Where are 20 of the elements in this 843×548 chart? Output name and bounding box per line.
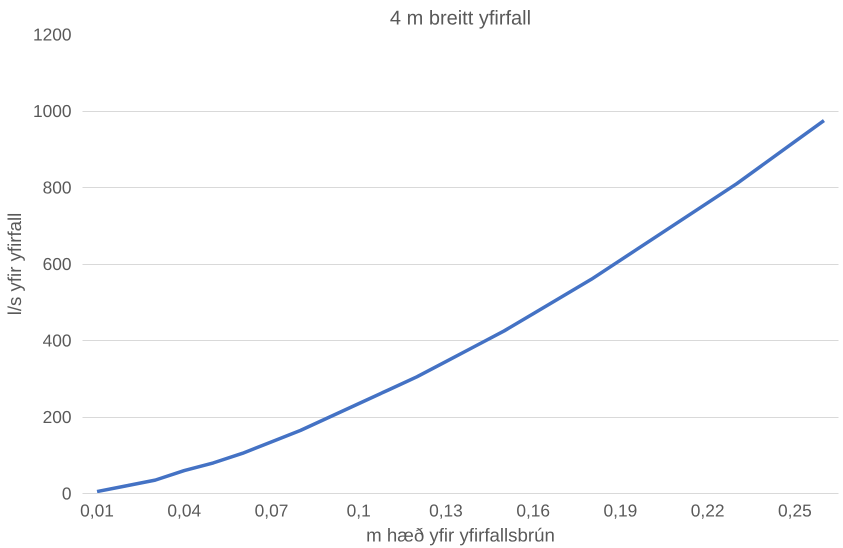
y-tick-label: 400 xyxy=(42,330,72,350)
x-tick-label: 0,13 xyxy=(429,500,463,520)
y-tick-label: 800 xyxy=(42,178,72,198)
x-tick-label: 0,04 xyxy=(167,500,202,520)
y-tick-label: 0 xyxy=(62,484,72,504)
x-tick-label: 0,1 xyxy=(346,500,371,520)
x-tick-label: 0,07 xyxy=(254,500,288,520)
y-tick-label: 1000 xyxy=(32,101,72,121)
line-series xyxy=(95,118,826,494)
x-tick-label: 0,01 xyxy=(80,500,114,520)
y-axis-title: l/s yfir yfirfall xyxy=(4,212,25,316)
x-axis-title: m hæð yfir yfirfallsbrún xyxy=(366,524,555,546)
x-tick-label: 0,22 xyxy=(690,500,725,520)
x-tick-label: 0,19 xyxy=(604,500,638,520)
y-tick-label: 1200 xyxy=(32,24,72,44)
chart-title: 4 m breitt yfirfall xyxy=(390,8,532,30)
x-tick-label: 0,16 xyxy=(516,500,550,520)
y-tick-label: 600 xyxy=(42,254,72,274)
y-tick-label: 200 xyxy=(42,407,72,427)
x-tick-label: 0,25 xyxy=(778,500,812,520)
